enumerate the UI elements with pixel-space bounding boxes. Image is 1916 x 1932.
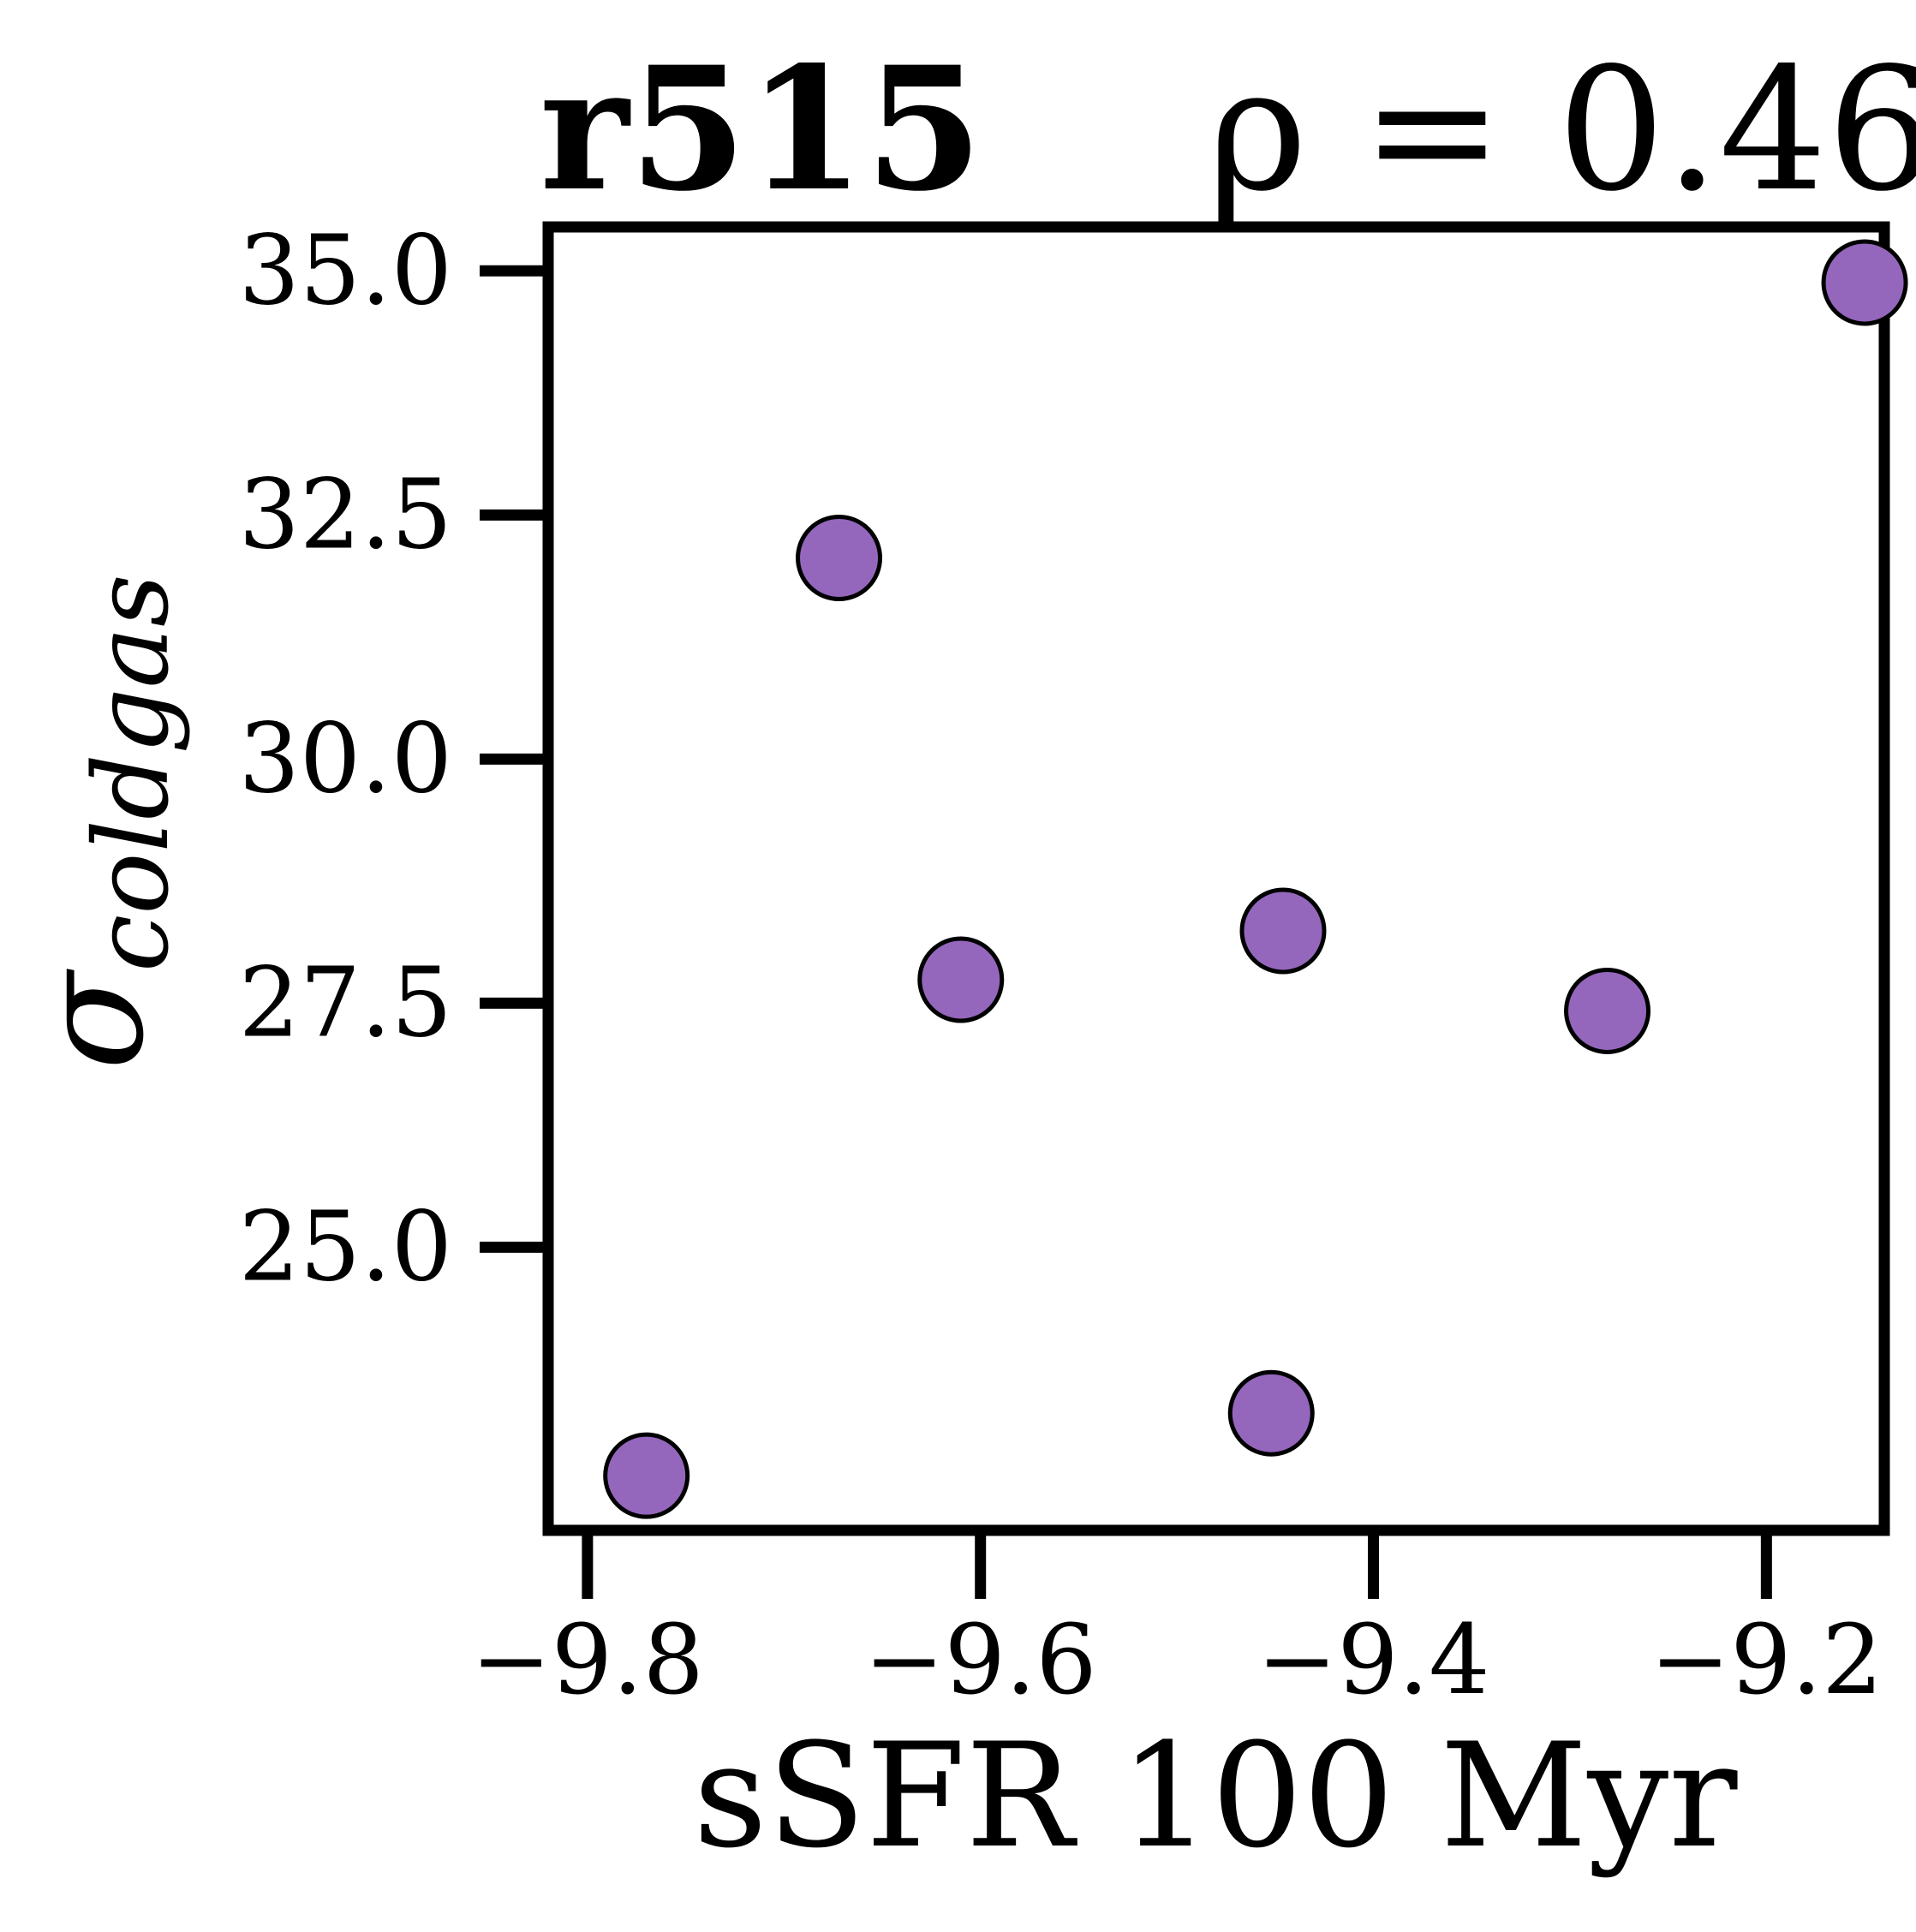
y-tick-label: 27.5 [239,947,452,1058]
correlation-annotation: ρ = 0.46 [1208,31,1916,229]
x-tick-label: −9.6 [864,1605,1097,1716]
x-tick-label: −9.8 [471,1605,704,1716]
data-points [603,239,1908,1519]
y-tick-label: 30.0 [239,703,452,814]
data-point [917,936,1005,1023]
data-point [1564,967,1651,1054]
y-tick-label: 25.0 [239,1191,452,1303]
data-point [1239,887,1327,975]
data-point [1821,239,1908,326]
y-axis-ticks: 25.0 27.5 30.0 32.5 35.0 [239,215,548,1303]
x-tick-label: −9.2 [1650,1605,1883,1716]
y-axis-label-base: σ [8,969,176,1070]
plot-border [542,221,1890,1536]
y-tick-label: 35.0 [239,215,452,326]
x-axis-ticks: −9.8 −9.6 −9.4 −9.2 [471,1530,1883,1716]
x-tick-label: −9.4 [1257,1605,1490,1716]
x-axis-label: sSFR 100 Myr [693,1712,1738,1880]
chart-title: r515 [540,29,983,229]
y-tick-label: 32.5 [239,459,452,570]
data-point [603,1432,690,1519]
data-point [796,514,883,601]
y-axis-label: σcoldgas [8,574,192,1070]
y-axis-label-subscript: coldgas [73,574,192,972]
plot-frame [542,221,1890,1536]
data-point [1227,1369,1315,1457]
